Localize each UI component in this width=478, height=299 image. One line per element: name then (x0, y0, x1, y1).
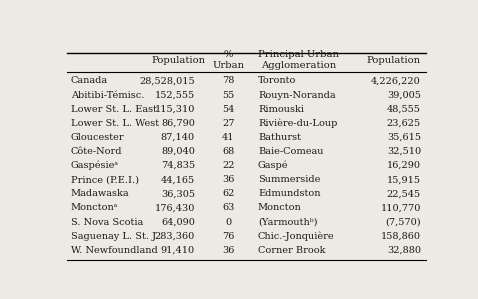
Text: 15,915: 15,915 (387, 175, 421, 184)
Text: %
Urban: % Urban (212, 50, 244, 70)
Text: Canada: Canada (71, 77, 108, 86)
Text: 23,625: 23,625 (387, 119, 421, 128)
Text: Population: Population (367, 56, 421, 65)
Text: Gaspésieᵃ: Gaspésieᵃ (71, 161, 119, 170)
Text: Côte-Nord: Côte-Nord (71, 147, 122, 156)
Text: 63: 63 (222, 203, 235, 213)
Text: Madawaska: Madawaska (71, 189, 130, 198)
Text: Toronto: Toronto (258, 77, 296, 86)
Text: 36: 36 (222, 246, 235, 255)
Text: Rivière-du-Loup: Rivière-du-Loup (258, 118, 337, 128)
Text: Rouyn-Noranda: Rouyn-Noranda (258, 91, 336, 100)
Text: 78: 78 (222, 77, 235, 86)
Text: 16,290: 16,290 (387, 161, 421, 170)
Text: 32,880: 32,880 (387, 246, 421, 255)
Text: Gloucester: Gloucester (71, 133, 124, 142)
Text: 35,615: 35,615 (387, 133, 421, 142)
Text: S. Nova Scotia: S. Nova Scotia (71, 218, 143, 227)
Text: 91,410: 91,410 (161, 246, 195, 255)
Text: Gaspé: Gaspé (258, 161, 288, 170)
Text: 48,555: 48,555 (387, 105, 421, 114)
Text: Bathurst: Bathurst (258, 133, 301, 142)
Text: 4,226,220: 4,226,220 (371, 77, 421, 86)
Text: 115,310: 115,310 (154, 105, 195, 114)
Text: 158,860: 158,860 (381, 232, 421, 241)
Text: Prince (P.E.I.): Prince (P.E.I.) (71, 175, 139, 184)
Text: (7,570): (7,570) (385, 218, 421, 227)
Text: Baie-Comeau: Baie-Comeau (258, 147, 324, 156)
Text: 41: 41 (222, 133, 235, 142)
Text: Monctonᵃ: Monctonᵃ (71, 203, 118, 213)
Text: 28,528,015: 28,528,015 (140, 77, 195, 86)
Text: 22,545: 22,545 (387, 189, 421, 198)
Text: 74,835: 74,835 (161, 161, 195, 170)
Text: Edmundston: Edmundston (258, 189, 320, 198)
Text: 62: 62 (222, 189, 235, 198)
Text: Rimouski: Rimouski (258, 105, 304, 114)
Text: Summerside: Summerside (258, 175, 320, 184)
Text: 36,305: 36,305 (161, 189, 195, 198)
Text: 27: 27 (222, 119, 235, 128)
Text: 0: 0 (225, 218, 231, 227)
Text: 54: 54 (222, 105, 235, 114)
Text: 55: 55 (222, 91, 234, 100)
Text: 283,360: 283,360 (155, 232, 195, 241)
Text: (Yarmouthᵇ): (Yarmouthᵇ) (258, 218, 317, 227)
Text: 44,165: 44,165 (161, 175, 195, 184)
Text: Lower St. L. East: Lower St. L. East (71, 105, 157, 114)
Text: Saguenay L. St. J.: Saguenay L. St. J. (71, 232, 158, 241)
Text: 176,430: 176,430 (154, 203, 195, 213)
Text: 110,770: 110,770 (380, 203, 421, 213)
Text: 32,510: 32,510 (387, 147, 421, 156)
Text: 87,140: 87,140 (161, 133, 195, 142)
Text: 76: 76 (222, 232, 235, 241)
Text: Chic.-Jonquière: Chic.-Jonquière (258, 231, 335, 241)
Text: 22: 22 (222, 161, 235, 170)
Text: 68: 68 (222, 147, 234, 156)
Text: 64,090: 64,090 (161, 218, 195, 227)
Text: Principal Urban
Agglomeration: Principal Urban Agglomeration (258, 50, 339, 70)
Text: Lower St. L. West: Lower St. L. West (71, 119, 159, 128)
Text: Population: Population (151, 56, 206, 65)
Text: 36: 36 (222, 175, 235, 184)
Text: Corner Brook: Corner Brook (258, 246, 326, 255)
Text: Moncton: Moncton (258, 203, 302, 213)
Text: W. Newfoundland: W. Newfoundland (71, 246, 158, 255)
Text: 152,555: 152,555 (155, 91, 195, 100)
Text: 86,790: 86,790 (161, 119, 195, 128)
Text: Abitibi-Témisc.: Abitibi-Témisc. (71, 91, 144, 100)
Text: 89,040: 89,040 (161, 147, 195, 156)
Text: 39,005: 39,005 (387, 91, 421, 100)
